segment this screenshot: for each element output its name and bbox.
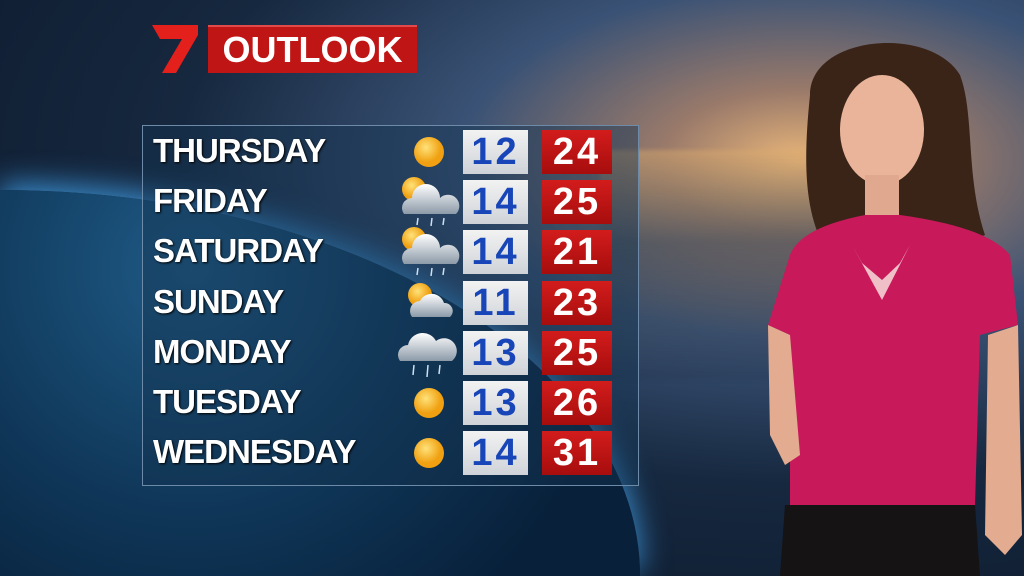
- day-label: WEDNESDAY: [153, 433, 357, 471]
- day-label: THURSDAY: [153, 132, 326, 169]
- sun-cloud-rain-icon: [402, 177, 460, 227]
- forecast-row: FRIDAY 14 25: [143, 176, 638, 227]
- min-temp: 12: [463, 130, 528, 174]
- max-temp: 26: [542, 381, 612, 425]
- max-temp: 31: [542, 431, 612, 476]
- max-temp: 25: [542, 180, 612, 225]
- sun-cloud-icon: [408, 282, 453, 317]
- cloud-rain-icon: [398, 332, 457, 377]
- min-temp: 13: [463, 330, 528, 375]
- forecast-row: SATURDAY 14 21: [143, 226, 638, 277]
- sun-cloud-rain-icon: [402, 227, 460, 277]
- max-temp: 21: [542, 230, 612, 275]
- sun-icon: [414, 438, 444, 469]
- max-temp: 25: [542, 330, 612, 375]
- min-temp: 14: [463, 230, 528, 275]
- min-temp: 14: [463, 180, 528, 225]
- forecast-row: SUNDAY 11 23: [143, 277, 638, 327]
- min-temp: 13: [463, 381, 528, 425]
- day-label: TUESDAY: [153, 383, 302, 420]
- forecast-row: WEDNESDAY 14 31: [143, 427, 638, 477]
- seven-logo: [152, 25, 198, 73]
- forecast-panel: THURSDAY 12 24 FRIDAY 14 25 SATURDAY 14 21…: [142, 125, 639, 486]
- min-temp: 11: [463, 280, 528, 325]
- day-label: SATURDAY: [153, 232, 324, 270]
- outlook-title: OUTLOOK: [208, 25, 417, 73]
- day-label: FRIDAY: [153, 182, 268, 220]
- day-label: MONDAY: [153, 332, 292, 370]
- sun-icon: [414, 137, 444, 167]
- forecast-row: TUESDAY 13 26: [143, 377, 638, 427]
- sun-icon: [414, 388, 444, 418]
- max-temp: 24: [542, 130, 612, 174]
- max-temp: 23: [542, 280, 612, 325]
- forecast-row: MONDAY 13 25: [143, 327, 638, 377]
- forecast-row: THURSDAY 12 24: [143, 126, 638, 176]
- min-temp: 14: [463, 431, 528, 476]
- presenter: [768, 42, 1022, 576]
- day-label: SUNDAY: [153, 282, 284, 320]
